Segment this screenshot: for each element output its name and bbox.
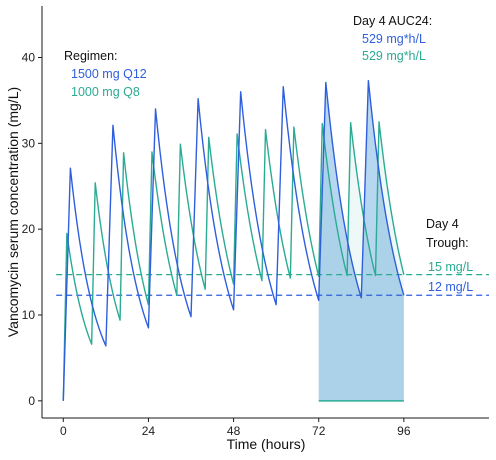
auc-title: Day 4 AUC24: — [353, 14, 432, 28]
y-tick-label: 20 — [22, 222, 36, 236]
x-tick-label: 96 — [397, 424, 411, 438]
regimen-q12-label: 1500 mg Q12 — [71, 67, 147, 81]
regimen-title: Regimen: — [64, 49, 118, 63]
y-tick-label: 30 — [22, 136, 36, 150]
auc-region-q12 — [318, 80, 404, 401]
x-tick-label: 48 — [227, 424, 241, 438]
auc-q12-label: 529 mg*h/L — [362, 32, 426, 46]
reference-lines-layer — [56, 274, 489, 296]
x-tick-label: 0 — [60, 424, 67, 438]
regimen-q8-label: 1000 mg Q8 — [71, 85, 140, 99]
auc-q8-label: 529 mg*h/L — [362, 49, 426, 63]
axes: 0 24 48 72 96 0 10 20 30 40 — [22, 6, 489, 438]
trough-q8-label: 15 mg/L — [428, 260, 473, 274]
y-tick-label: 0 — [28, 394, 35, 408]
x-tick-label: 72 — [312, 424, 326, 438]
x-tick-label: 24 — [142, 424, 156, 438]
trough-title-line1: Day 4 — [426, 217, 459, 231]
trough-title-line2: Trough: — [426, 236, 469, 250]
y-axis-title: Vancomycin serum concentration (mg/L) — [5, 87, 21, 337]
series-layer — [62, 79, 405, 401]
y-tick-label: 40 — [22, 51, 36, 65]
y-tick-label: 10 — [22, 308, 36, 322]
series-line-q12 — [62, 79, 405, 401]
series-line-q8 — [62, 121, 405, 401]
x-axis-title: Time (hours) — [227, 436, 306, 452]
trough-q12-label: 12 mg/L — [428, 280, 473, 294]
